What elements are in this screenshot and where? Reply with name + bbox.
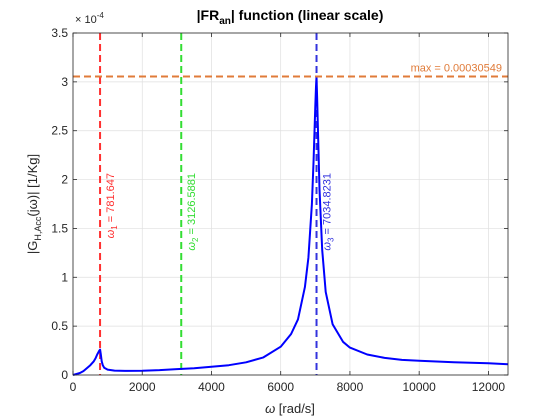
y-tick-label: 3: [61, 75, 68, 89]
x-tick-label: 8000: [337, 380, 364, 394]
title-part-2: | function (linear scale): [231, 7, 384, 23]
y-axis-part-2: (jω)| [1/Kg]: [25, 154, 40, 217]
plot-area-border: [72, 32, 509, 376]
y-ticks: 0 0.5 1 1.5 2 2.5 3 3.5: [51, 26, 508, 382]
x-tick-label: 12000: [472, 380, 506, 394]
y-axis-subscript: H,Acc: [33, 216, 43, 241]
y-axis-label: |GH,Acc(jω)| [1/Kg]: [25, 154, 43, 254]
exponent-label: × 10-4: [75, 11, 104, 26]
x-axis-text: [rad/s]: [275, 401, 315, 416]
x-axis-symbol: ω: [265, 401, 275, 416]
resonance-label: ω1 = 781.647: [105, 173, 119, 238]
resonance-label-value: = 7034.8231: [322, 173, 334, 238]
grid: [72, 32, 508, 376]
plot-area-background: [73, 33, 508, 375]
x-tick-label: 0: [70, 380, 77, 394]
y-axis-part-1: |G: [25, 241, 40, 255]
resonance-label-subscript: 1: [110, 225, 119, 230]
x-tick-label: 4000: [198, 380, 225, 394]
resonance-label-value: = 781.647: [105, 173, 117, 225]
exponent-base: × 10: [75, 14, 97, 26]
x-tick-label: 2000: [129, 380, 156, 394]
resonance-label-symbol: ω: [105, 229, 117, 238]
x-tick-label: 6000: [267, 380, 294, 394]
x-ticks: 0 2000 4000 6000 8000 10000 12000: [70, 33, 506, 394]
resonance-label-subscript: 3: [327, 237, 336, 242]
y-tick-label: 0.5: [51, 319, 68, 333]
x-tick-label: 10000: [402, 380, 436, 394]
chart-title: |FRan| function (linear scale): [197, 7, 384, 27]
y-tick-label: 2.5: [51, 124, 68, 138]
resonance-label-subscript: 2: [191, 237, 200, 242]
resonance-label-symbol: ω: [322, 242, 334, 251]
max-line-group: max = 0.00030549: [73, 62, 508, 78]
x-axis-label: ω [rad/s]: [265, 401, 315, 416]
y-tick-label: 1: [61, 270, 68, 284]
y-tick-label: 2: [61, 173, 68, 187]
title-subscript: an: [219, 16, 231, 27]
resonance-label-symbol: ω: [186, 242, 198, 251]
exponent-power: -4: [97, 11, 105, 20]
title-part-1: |FR: [197, 7, 220, 23]
y-tick-label: 1.5: [51, 221, 68, 235]
max-label: max = 0.00030549: [411, 62, 502, 74]
y-tick-label: 3.5: [51, 26, 68, 40]
y-tick-label: 0: [61, 368, 68, 382]
resonance-label: ω2 = 3126.5881: [186, 173, 200, 251]
series-group: [72, 75, 509, 376]
resonance-label: ω3 = 7034.8231: [322, 173, 336, 251]
resonance-label-value: = 3126.5881: [186, 173, 198, 238]
frequency-response-line: [72, 75, 509, 376]
